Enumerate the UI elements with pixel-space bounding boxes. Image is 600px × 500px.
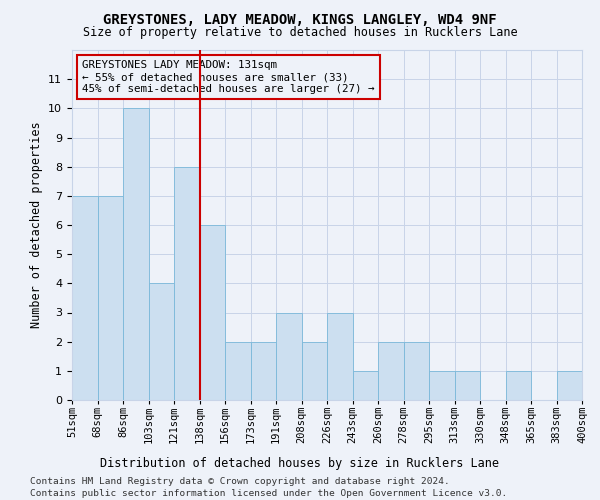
Bar (557, 371, 582, 400)
Bar (404, 342, 429, 400)
Bar (225, 342, 251, 400)
Bar (505, 371, 531, 400)
Text: Distribution of detached houses by size in Rucklers Lane: Distribution of detached houses by size … (101, 458, 499, 470)
Text: Contains HM Land Registry data © Crown copyright and database right 2024.: Contains HM Land Registry data © Crown c… (30, 478, 450, 486)
Bar (97, 196, 123, 400)
Text: Contains public sector information licensed under the Open Government Licence v3: Contains public sector information licen… (30, 489, 507, 498)
Bar (353, 371, 378, 400)
Bar (72, 196, 97, 400)
Bar (276, 312, 302, 400)
Bar (455, 371, 480, 400)
Y-axis label: Number of detached properties: Number of detached properties (30, 122, 43, 328)
Bar (123, 108, 149, 400)
Bar (149, 284, 174, 400)
Text: GREYSTONES LADY MEADOW: 131sqm
← 55% of detached houses are smaller (33)
45% of : GREYSTONES LADY MEADOW: 131sqm ← 55% of … (82, 60, 374, 94)
Text: Size of property relative to detached houses in Rucklers Lane: Size of property relative to detached ho… (83, 26, 517, 39)
Bar (174, 166, 199, 400)
Bar (251, 342, 276, 400)
Text: GREYSTONES, LADY MEADOW, KINGS LANGLEY, WD4 9NF: GREYSTONES, LADY MEADOW, KINGS LANGLEY, … (103, 12, 497, 26)
Bar (199, 225, 225, 400)
Bar (327, 312, 353, 400)
Bar (429, 371, 455, 400)
Bar (302, 342, 327, 400)
Bar (378, 342, 404, 400)
